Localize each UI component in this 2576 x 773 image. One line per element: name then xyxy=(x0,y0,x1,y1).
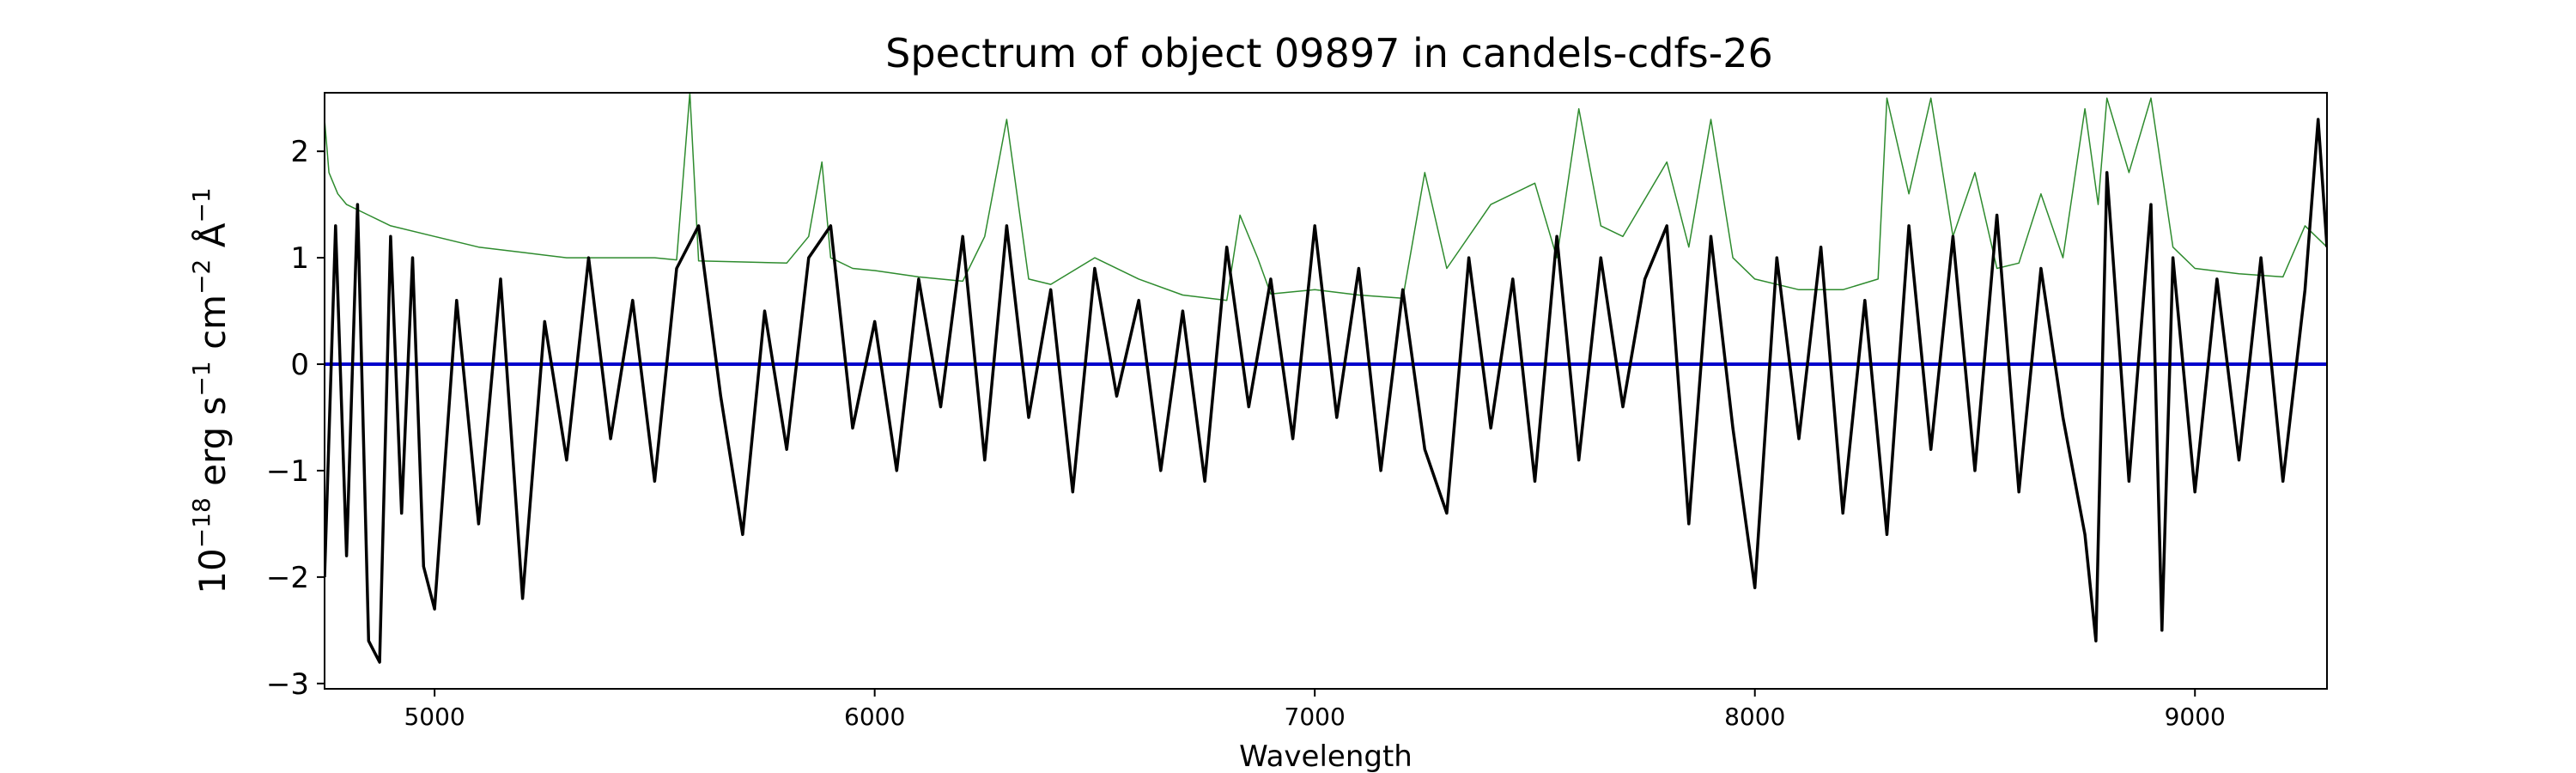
plot-frame xyxy=(324,92,2328,690)
y-axis-label-base: 10 xyxy=(191,548,234,593)
y-axis-label: 10−18 erg s−1 cm−2 Å−1 xyxy=(187,187,234,593)
x-tick-label: 6000 xyxy=(844,703,905,731)
y-axis-label-erg: erg s xyxy=(191,397,234,498)
series-noise-line xyxy=(325,93,2327,301)
y-tick-label: −2 xyxy=(266,561,309,595)
y-axis-label-exp4: −1 xyxy=(187,187,216,222)
y-tick-label: 1 xyxy=(290,241,309,276)
x-tick-label: 8000 xyxy=(1724,703,1785,731)
y-axis-label-angstrom: Å xyxy=(191,222,234,259)
x-tick-label: 7000 xyxy=(1285,703,1346,731)
y-tick-label: −1 xyxy=(266,454,309,489)
y-axis-label-exp3: −2 xyxy=(187,259,216,295)
y-axis-ticks: 2 1 0 −1 −2 −3 xyxy=(266,135,325,702)
x-tick-label: 5000 xyxy=(404,703,465,731)
x-tick-label: 9000 xyxy=(2165,703,2226,731)
x-axis-ticks: 5000 6000 7000 8000 9000 xyxy=(404,689,2226,731)
y-tick-label: 2 xyxy=(290,135,309,169)
series-layer xyxy=(325,93,2327,664)
y-axis-label-exp2: −1 xyxy=(187,361,216,396)
series-flux-line xyxy=(325,118,2327,664)
y-axis-label-cm: cm xyxy=(191,295,234,361)
x-axis-label: Wavelength xyxy=(1239,740,1413,773)
y-tick-label: −3 xyxy=(266,667,309,702)
chart-title: Spectrum of object 09897 in candels-cdfs… xyxy=(885,30,1773,76)
y-tick-label: 0 xyxy=(290,348,309,382)
y-axis-label-exp1: −18 xyxy=(187,497,216,548)
